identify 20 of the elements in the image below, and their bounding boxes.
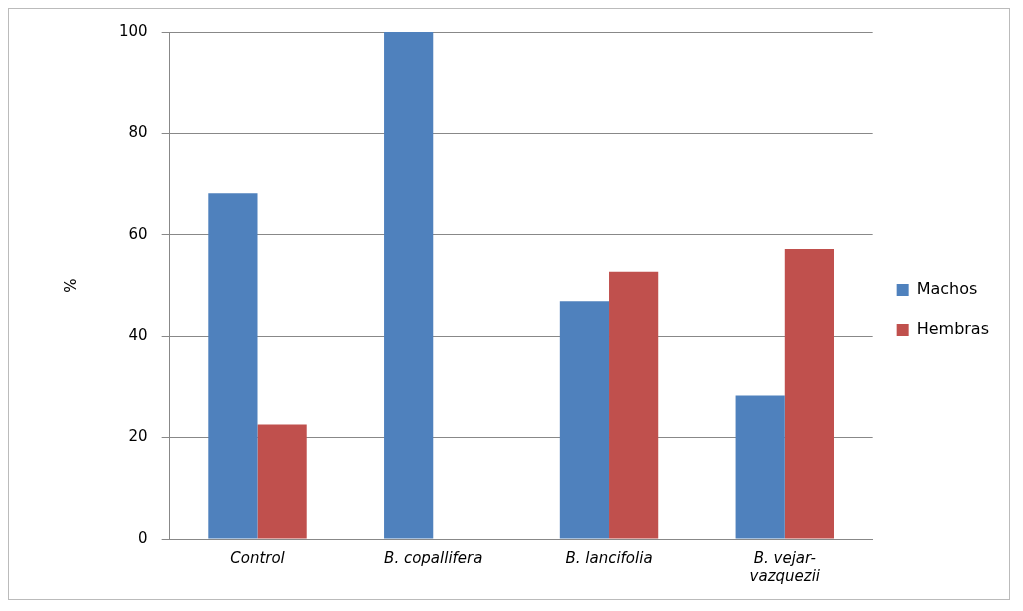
- x-tick-label: B. copallifera: [384, 548, 483, 567]
- bar: [735, 395, 785, 539]
- bar: [559, 301, 610, 539]
- x-tick-label: Control: [230, 548, 286, 567]
- bar: [784, 249, 834, 539]
- y-axis-title: %: [61, 278, 80, 293]
- y-tick-label: 80: [128, 123, 148, 142]
- x-tick-label: B. vejar-vazquezii: [749, 548, 821, 585]
- legend-label: Hembras: [916, 319, 990, 339]
- y-tick-label: 40: [128, 326, 148, 345]
- x-tick-label: B. lancifolia: [565, 548, 653, 567]
- y-tick-label: 0: [138, 528, 148, 547]
- y-tick-label: 100: [118, 21, 148, 40]
- y-tick-label: 60: [128, 224, 148, 243]
- bar: [609, 271, 659, 539]
- bar: [384, 32, 434, 539]
- bar: [208, 193, 258, 539]
- bar: [257, 424, 307, 539]
- y-tick-label: 20: [128, 427, 148, 446]
- legend-label: Machos: [916, 279, 978, 299]
